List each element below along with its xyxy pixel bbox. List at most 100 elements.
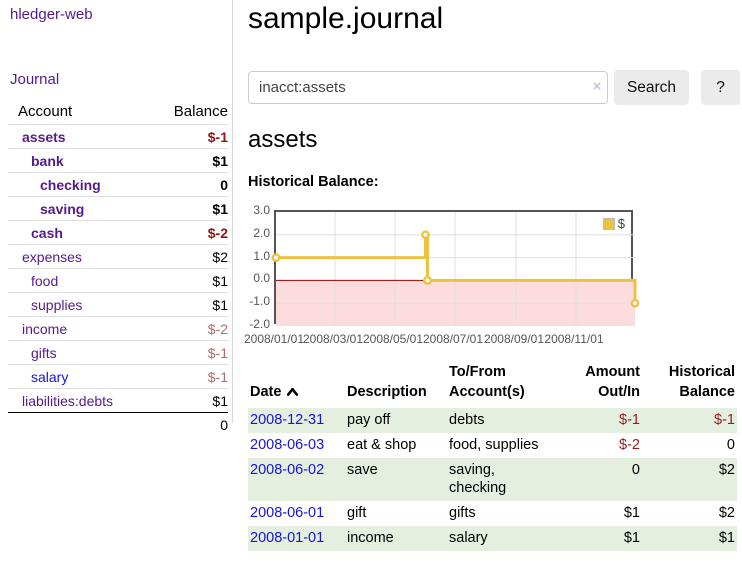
sidebar-account-link[interactable]: expenses [22,248,82,265]
transaction-date-link[interactable]: 2008-06-02 [250,462,325,478]
x-axis-tick-label: 2008/11/01 [544,332,604,346]
register-cell-amount: $-2 [619,437,640,453]
account-balance: $-2 [207,224,228,241]
sidebar-account-link[interactable]: bank [31,152,64,169]
register-row: 2008-06-01 gift gifts $1 $2 [248,501,737,526]
sidebar-account-link[interactable]: saving [40,200,85,217]
y-axis-tick-label: 2.0 [253,225,270,240]
transaction-date-link[interactable]: 2008-01-01 [250,530,325,546]
register-header-amount: Amount Out/In [585,364,640,400]
account-balance: $-2 [207,320,228,337]
accounts-header-balance: Balance [173,103,228,120]
register-cell-date: 2008-06-02 [248,458,345,501]
y-axis-tick-label: -1.0 [249,294,270,309]
register-table: Date Description To/From Account(s) Amou… [248,360,737,551]
accounts-tree-rows: assets $-1 bank $1 checking 0 saving $1 cash $-2 e… [8,124,228,412]
account-balance: $1 [212,200,228,217]
register-cell-description: save [347,462,378,478]
register-header-date: Date [248,360,345,408]
sidebar-account-link[interactable]: salary [31,368,69,385]
register-cell-balance: 0 [726,437,735,453]
account-row: food $1 [8,268,228,292]
search-button[interactable]: Search [614,70,689,105]
account-balance: $1 [212,152,228,169]
register-cell-accounts: salary [449,530,488,546]
transaction-date-link[interactable]: 2008-06-01 [250,505,325,521]
sidebar-account-link[interactable]: gifts [31,344,57,361]
register-header-date-label: Date [250,384,282,400]
account-balance: 0 [220,176,228,193]
sidebar-account-link[interactable]: income [22,320,68,337]
account-row: salary $-1 [8,364,228,388]
main-content: sample.journal × Search ? assets Histori… [244,0,742,582]
register-cell-balance: $-1 [714,412,735,428]
chart-series-svg [271,212,640,326]
legend-label: $ [617,216,625,231]
transaction-date-link[interactable]: 2008-06-03 [250,437,325,453]
sidebar: hledger-web Journal Account Balance asse… [0,0,233,433]
legend-color-swatch [602,217,615,230]
account-balance: $1 [212,272,228,289]
register-cell-date: 2008-06-03 [248,433,345,458]
register-cell-balance: $2 [718,505,735,521]
register-header-row: Date Description To/From Account(s) Amou… [248,360,737,408]
y-axis-tick-label: 3.0 [253,203,270,217]
account-balance: $2 [212,248,228,265]
transaction-date-link[interactable]: 2008-12-31 [250,412,325,428]
register-row: 2008-12-31 pay off debts $-1 $-1 [248,408,737,433]
accounts-tree: Account Balance assets $-1 bank $1 checking 0… [8,98,228,436]
register-cell-accounts: gifts [449,505,476,521]
help-button[interactable]: ? [701,70,740,105]
account-balance: $-1 [207,368,228,385]
accounts-header-account: Account [18,103,73,120]
register-cell-accounts: debts [449,412,485,428]
register-cell-date: 2008-06-01 [248,501,345,526]
search-bar: × Search ? [248,70,742,106]
y-axis-tick-label: 0.0 [253,271,270,286]
page-title: sample.journal [248,2,444,35]
register-cell-amount: 0 [631,462,640,478]
account-balance: $1 [212,296,228,313]
x-axis-tick-label: 2008/07/01 [422,332,484,346]
account-heading: assets [248,126,318,153]
sidebar-item-journal[interactable]: Journal [10,71,60,88]
y-axis-tick-label: 1.0 [253,248,270,263]
register-cell-amount: $-1 [619,412,640,428]
sidebar-account-link[interactable]: liabilities:debts [22,392,114,409]
account-row: gifts $-1 [8,340,228,364]
register-cell-date: 2008-01-01 [248,526,345,551]
account-balance: $-1 [207,128,228,145]
account-row: income $-2 [8,316,228,340]
account-row: supplies $1 [8,292,228,316]
accounts-total-row: 0 [8,412,228,436]
register-cell-description: eat & shop [347,437,417,453]
register-cell-amount: $1 [623,530,640,546]
sidebar-account-link[interactable]: cash [31,224,63,241]
register-row: 2008-06-03 eat & shop food, supplies $-2 0 [248,433,737,458]
account-row: expenses $2 [8,244,228,268]
register-cell-amount: $1 [623,505,640,521]
chart-legend: $ [600,215,627,232]
app-brand-link[interactable]: hledger-web [10,6,93,23]
register-cell-accounts: food, supplies [449,437,539,453]
x-axis-tick-label: 2008/03/01 [302,332,364,346]
sidebar-account-link[interactable]: assets [22,128,66,145]
x-axis-tick-label: 2008/05/01 [362,332,424,346]
register-cell-description: income [347,530,394,546]
x-axis-tick-label: 2008/01/01 [243,332,305,346]
clear-search-icon[interactable]: × [592,78,602,95]
register-cell-accounts: saving, checking [449,462,507,496]
account-row: checking 0 [8,172,228,196]
x-axis-tick-label: 2008/09/01 [483,332,545,346]
register-cell-description: pay off [347,412,391,428]
account-row: assets $-1 [8,124,228,148]
account-row: bank $1 [8,148,228,172]
sort-caret-up-icon [287,387,299,396]
search-input[interactable] [248,71,608,104]
sidebar-account-link[interactable]: checking [40,176,101,193]
register-cell-date: 2008-12-31 [248,408,345,433]
accounts-tree-header: Account Balance [8,98,228,124]
sidebar-account-link[interactable]: food [31,272,59,289]
account-balance: $-1 [207,344,228,361]
sidebar-account-link[interactable]: supplies [31,296,83,313]
